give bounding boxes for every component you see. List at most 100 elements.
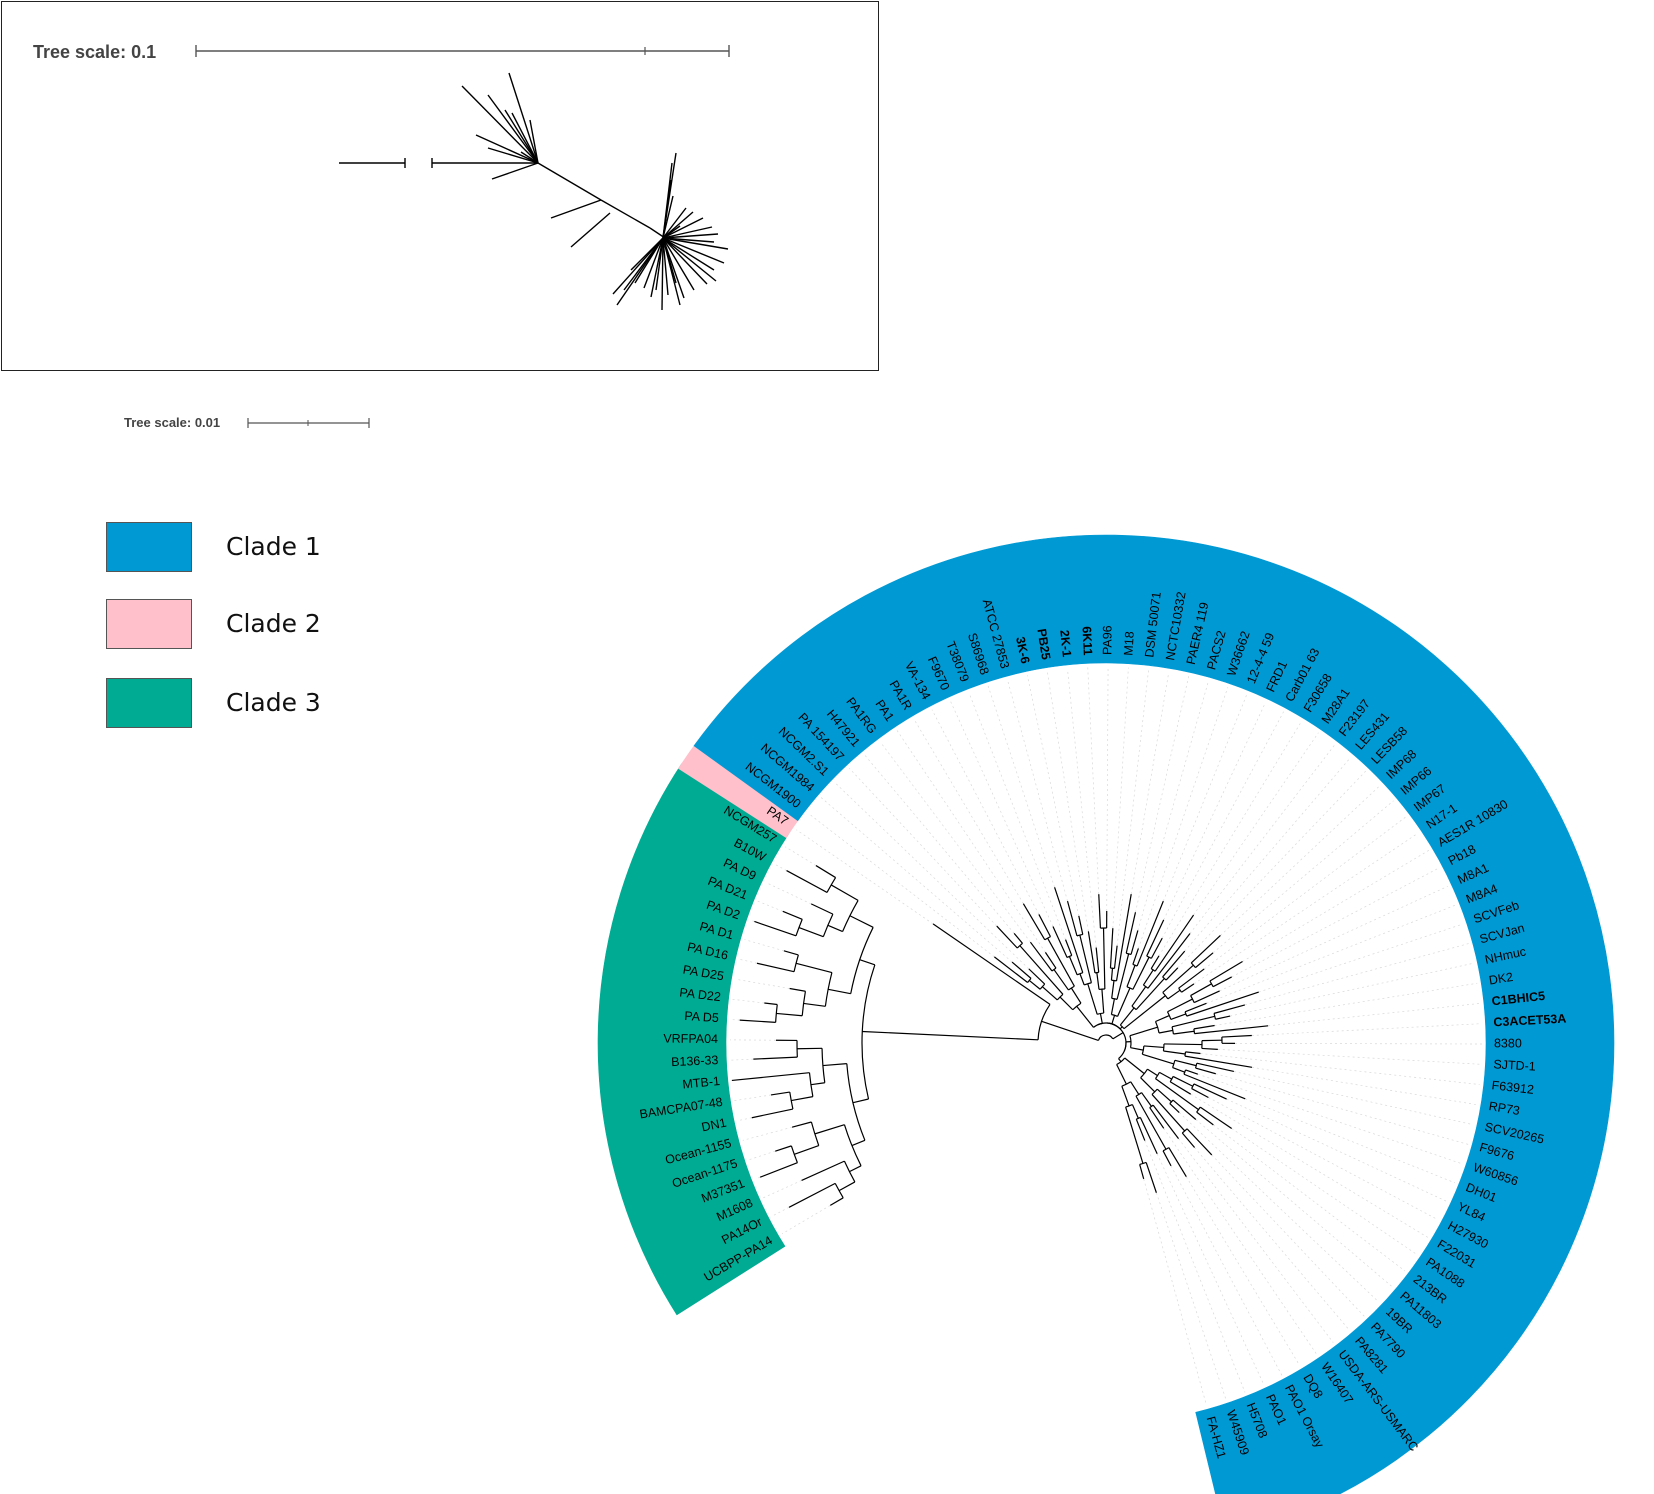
guide-line bbox=[1143, 1178, 1207, 1406]
guide-line bbox=[1156, 1153, 1264, 1385]
legend-label-clade-3: Clade 3 bbox=[226, 688, 321, 717]
guide-line bbox=[1156, 1192, 1227, 1400]
guide-line bbox=[1245, 1098, 1456, 1184]
leaf-label: C1BHIC5 bbox=[1491, 989, 1546, 1009]
guide-line bbox=[896, 730, 1046, 953]
guide-line bbox=[1206, 904, 1456, 1004]
guide-line bbox=[1251, 1023, 1482, 1036]
guide-line bbox=[748, 1150, 776, 1161]
guide-line bbox=[1112, 667, 1129, 929]
guide-line bbox=[734, 1094, 772, 1101]
guide-line bbox=[1200, 1053, 1480, 1085]
guide-line bbox=[1137, 681, 1209, 931]
leaf-label: 6K11 bbox=[1079, 626, 1094, 656]
guide-line bbox=[738, 1117, 752, 1121]
guide-line bbox=[730, 1058, 754, 1061]
guide-line bbox=[1242, 850, 1430, 962]
guide-line bbox=[949, 700, 1054, 927]
guide-line bbox=[1233, 1071, 1474, 1126]
guide-line bbox=[757, 900, 783, 912]
guide-line bbox=[1163, 702, 1266, 920]
guide-line bbox=[1231, 867, 1439, 978]
guide-line bbox=[1144, 1140, 1246, 1393]
guide-line bbox=[849, 768, 998, 927]
guide-line bbox=[1244, 943, 1469, 1006]
guide-line bbox=[1138, 687, 1229, 949]
leaf-label: 2K-1 bbox=[1057, 629, 1074, 657]
guide-line bbox=[1158, 721, 1302, 957]
guide-line bbox=[1213, 1124, 1406, 1272]
legend-swatch-clade-2 bbox=[106, 599, 192, 649]
guide-line bbox=[1189, 744, 1336, 934]
guide-line bbox=[744, 939, 785, 952]
guide-line bbox=[765, 882, 812, 905]
guide-line bbox=[1193, 832, 1419, 985]
guide-line bbox=[1197, 1073, 1463, 1165]
guide-line bbox=[864, 754, 1015, 934]
legend-swatch-clade-3 bbox=[106, 678, 192, 728]
legend-swatch-clade-1 bbox=[106, 522, 192, 572]
guide-line bbox=[1212, 800, 1394, 954]
guide-line bbox=[1208, 1097, 1439, 1221]
clade-ring bbox=[597, 534, 1615, 1494]
guide-line bbox=[1190, 1093, 1429, 1238]
main-scale-bar: Tree scale: 0.01 bbox=[124, 415, 370, 430]
guide-line bbox=[796, 829, 934, 925]
guide-line bbox=[1220, 785, 1381, 936]
guide-line bbox=[1170, 1165, 1283, 1376]
guide-line bbox=[1026, 675, 1080, 916]
guide-line bbox=[732, 998, 765, 1004]
guide-line bbox=[755, 1176, 761, 1180]
leaf-label: PB25 bbox=[1034, 628, 1053, 661]
guide-line bbox=[1186, 1176, 1300, 1366]
leaf-label: PA D22 bbox=[679, 985, 722, 1004]
guide-line bbox=[1195, 1119, 1393, 1288]
unrooted-tree-inset bbox=[1, 1, 879, 371]
guide-line bbox=[785, 846, 817, 866]
guide-line bbox=[880, 741, 1031, 943]
legend-label-clade-1: Clade 1 bbox=[226, 532, 321, 561]
guide-line bbox=[1087, 667, 1100, 895]
leaf-label: SJTD-1 bbox=[1493, 1057, 1536, 1073]
guide-line bbox=[820, 797, 1013, 963]
leaf-label: RP73 bbox=[1488, 1099, 1521, 1118]
guide-line bbox=[1135, 676, 1190, 913]
guide-line bbox=[730, 1019, 740, 1021]
guide-line bbox=[834, 782, 1030, 970]
guide-line bbox=[1251, 1066, 1477, 1106]
inset-scale-bar: Tree scale: 0.1 bbox=[33, 42, 730, 62]
guide-line bbox=[1226, 1098, 1448, 1202]
main-scale-label: Tree scale: 0.01 bbox=[124, 415, 220, 430]
leaf-label: M18 bbox=[1121, 631, 1136, 656]
guide-line bbox=[1230, 962, 1474, 1017]
guide-line bbox=[1217, 1049, 1482, 1065]
guide-line bbox=[1130, 672, 1170, 895]
guide-line bbox=[1106, 667, 1109, 912]
guide-line bbox=[772, 1206, 790, 1217]
guide-line bbox=[774, 864, 787, 871]
guide-line bbox=[1219, 885, 1448, 992]
guide-line bbox=[1177, 770, 1366, 969]
guide-line bbox=[931, 709, 1040, 915]
guide-line bbox=[1215, 1073, 1469, 1145]
unrooted-tree bbox=[339, 72, 729, 311]
leaf-label: DK2 bbox=[1488, 970, 1514, 988]
leaf-label: B136-33 bbox=[671, 1053, 719, 1069]
guide-line bbox=[742, 1126, 793, 1141]
leaf-label: MTB-1 bbox=[682, 1074, 721, 1092]
guide-line bbox=[763, 1180, 802, 1199]
leaf-label: 3K-6 bbox=[1013, 635, 1032, 664]
guide-line bbox=[1194, 1147, 1350, 1331]
guide-line bbox=[1178, 1112, 1379, 1303]
guide-line bbox=[750, 919, 755, 922]
guide-line bbox=[1067, 668, 1097, 948]
guide-line bbox=[1116, 669, 1149, 946]
leaf-label: F63912 bbox=[1491, 1078, 1535, 1097]
guide-line bbox=[987, 685, 1055, 888]
guide-line bbox=[1162, 694, 1248, 902]
leaf-label: VRFPA04 bbox=[663, 1032, 718, 1046]
clade-band-1 bbox=[693, 534, 1615, 1494]
guide-line bbox=[1184, 757, 1351, 952]
guide-line bbox=[1268, 1003, 1480, 1027]
